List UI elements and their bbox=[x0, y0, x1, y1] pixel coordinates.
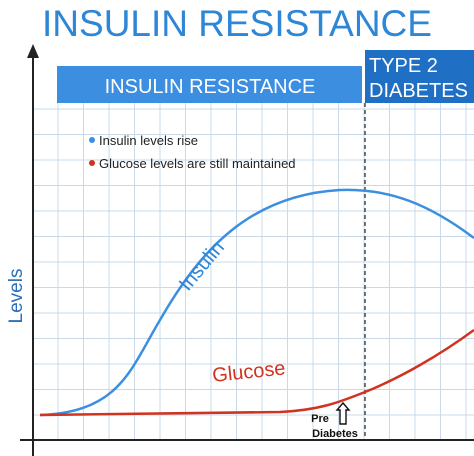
type2-label: TYPE 2 bbox=[369, 55, 438, 77]
title: INSULIN RESISTANCE bbox=[42, 3, 432, 44]
legend-label: Insulin levels rise bbox=[99, 133, 198, 148]
type2-label: DIABETES bbox=[369, 80, 468, 102]
y-axis-label: Levels bbox=[6, 269, 27, 324]
grid bbox=[33, 103, 474, 440]
marker-label: Diabetes bbox=[312, 428, 358, 440]
type2-banner bbox=[365, 50, 474, 103]
y-axis-arrow bbox=[27, 44, 39, 58]
marker-label: Pre bbox=[311, 413, 329, 425]
phase-label: INSULIN RESISTANCE bbox=[105, 76, 316, 98]
legend-dot bbox=[89, 137, 95, 143]
glucose-curve bbox=[39, 328, 474, 417]
phase-banner bbox=[57, 66, 362, 103]
insulin-curve bbox=[39, 188, 474, 417]
marker-arrow bbox=[335, 401, 351, 425]
legend-dot bbox=[89, 160, 95, 166]
legend-label: Glucose levels are still maintained bbox=[99, 156, 296, 171]
